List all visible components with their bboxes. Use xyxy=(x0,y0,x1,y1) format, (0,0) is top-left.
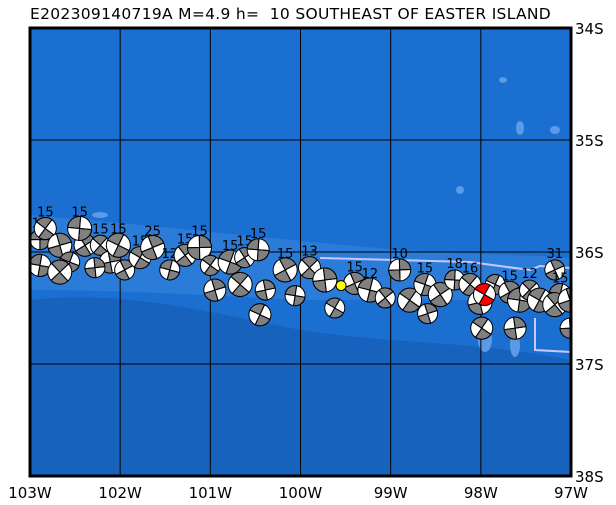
focal-mechanism[interactable] xyxy=(30,213,61,244)
latitude-tick-label: 34S xyxy=(575,20,604,38)
deep-basin-lower xyxy=(30,328,571,476)
focal-mechanism[interactable] xyxy=(542,257,568,283)
focal-mechanism[interactable] xyxy=(223,268,257,302)
longitude-tick-label: 99W xyxy=(374,484,408,502)
focal-mechanism[interactable] xyxy=(321,294,348,321)
depth-label: 15 xyxy=(346,260,363,275)
depth-label: 12 xyxy=(362,267,379,282)
depth-label: 12 xyxy=(521,267,538,282)
depth-label: 15 xyxy=(110,222,127,237)
latitude-tick-label: 35S xyxy=(575,132,604,150)
focal-mechanism[interactable] xyxy=(466,313,497,344)
focal-mechanisms: 1015131515151525121515151515151315121015… xyxy=(27,205,571,344)
focal-mechanism[interactable] xyxy=(388,258,412,282)
depth-label: 12 xyxy=(161,247,178,262)
depth-label: 13 xyxy=(301,245,318,260)
longitude-tick-label: 98W xyxy=(464,484,498,502)
focal-mechanism[interactable] xyxy=(102,229,134,261)
highlighted-event-marker[interactable] xyxy=(335,280,347,292)
depth-label: 18 xyxy=(446,257,463,272)
depth-label: 15 xyxy=(417,261,434,276)
plate-boundary-fracture xyxy=(534,318,571,353)
focal-mechanism[interactable] xyxy=(269,254,301,286)
focal-mechanism[interactable] xyxy=(311,267,338,294)
focal-mechanism[interactable] xyxy=(187,235,213,261)
depth-label: 15 xyxy=(222,239,239,254)
longitude-tick-label: 101W xyxy=(189,484,233,502)
focal-mechanism[interactable] xyxy=(415,301,440,326)
depth-label: 15 xyxy=(37,205,54,220)
depth-label: 10 xyxy=(391,247,408,262)
focal-mechanism[interactable] xyxy=(43,255,77,289)
depth-label: 15 xyxy=(92,222,109,237)
focal-mechanism[interactable] xyxy=(86,231,114,259)
focal-mechanism[interactable] xyxy=(137,232,168,263)
focal-mechanism[interactable] xyxy=(196,251,224,279)
depth-label: 15 xyxy=(277,247,294,262)
depth-label: 15 xyxy=(250,227,267,242)
longitude-tick-label: 102W xyxy=(98,484,142,502)
longitude-tick-label: 97W xyxy=(554,484,588,502)
axis-labels: 103W 102W 101W 100W 99W 98W 97W 34S 35S 36S 37S 38S xyxy=(8,20,603,502)
depth-label: 15 xyxy=(191,225,208,240)
focal-mechanism[interactable] xyxy=(284,284,307,307)
focal-mechanism[interactable] xyxy=(393,283,426,316)
depth-label: 16 xyxy=(462,261,479,276)
latitude-tick-label: 36S xyxy=(575,244,604,262)
focal-mechanism[interactable] xyxy=(253,278,277,302)
focal-mechanism[interactable] xyxy=(245,300,274,329)
focal-mechanism[interactable] xyxy=(158,258,182,282)
latitude-tick-label: 38S xyxy=(575,468,604,486)
focal-mechanism[interactable] xyxy=(371,284,399,312)
latitude-tick-label: 37S xyxy=(575,356,604,374)
longitude-tick-label: 100W xyxy=(279,484,323,502)
map-title: E202309140719A M=4.9 h= 10 SOUTHEAST OF … xyxy=(30,5,552,23)
focal-mechanism[interactable] xyxy=(503,316,528,341)
current-event-mechanism[interactable] xyxy=(469,280,499,310)
focal-mechanism[interactable] xyxy=(67,215,93,241)
focal-mechanism[interactable] xyxy=(45,230,75,260)
focal-mechanism[interactable] xyxy=(246,238,270,262)
focal-mechanism[interactable] xyxy=(201,276,228,303)
focal-mechanism[interactable] xyxy=(27,253,52,278)
depth-label: 31 xyxy=(546,247,563,262)
focal-mechanism[interactable] xyxy=(84,257,106,279)
depth-label: 15 xyxy=(552,272,569,287)
depth-label: 25 xyxy=(144,225,161,240)
depth-label: 15 xyxy=(71,205,88,220)
map-frame xyxy=(28,26,573,478)
longitude-tick-label: 103W xyxy=(8,484,52,502)
depth-label: 15 xyxy=(501,269,518,284)
